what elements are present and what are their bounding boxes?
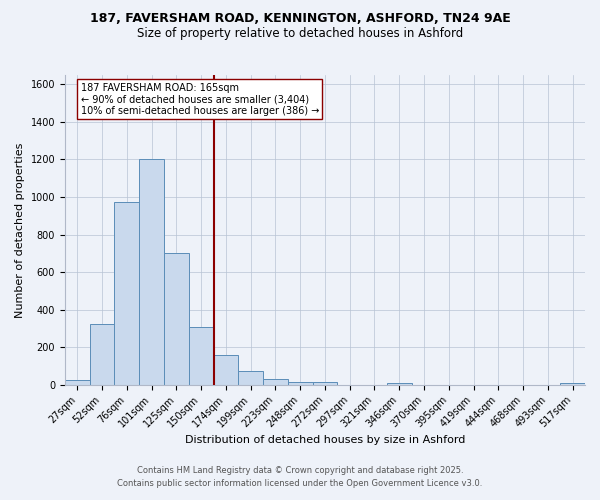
Text: 187 FAVERSHAM ROAD: 165sqm
← 90% of detached houses are smaller (3,404)
10% of s: 187 FAVERSHAM ROAD: 165sqm ← 90% of deta… (80, 82, 319, 116)
Bar (263, 379, 288, 384)
Bar (139, 158, 164, 384)
Text: Contains HM Land Registry data © Crown copyright and database right 2025.
Contai: Contains HM Land Registry data © Crown c… (118, 466, 482, 487)
Text: Size of property relative to detached houses in Ashford: Size of property relative to detached ho… (137, 28, 463, 40)
Bar (214, 354, 238, 384)
Bar (238, 370, 263, 384)
Bar (115, 202, 139, 384)
Bar (560, 383, 585, 384)
Bar (189, 326, 214, 384)
X-axis label: Distribution of detached houses by size in Ashford: Distribution of detached houses by size … (185, 435, 465, 445)
Bar (65, 380, 89, 384)
Bar (89, 324, 115, 384)
Y-axis label: Number of detached properties: Number of detached properties (15, 142, 25, 318)
Bar (164, 254, 189, 384)
Bar (288, 382, 313, 384)
Bar (313, 382, 337, 384)
Text: 187, FAVERSHAM ROAD, KENNINGTON, ASHFORD, TN24 9AE: 187, FAVERSHAM ROAD, KENNINGTON, ASHFORD… (89, 12, 511, 26)
Bar (387, 383, 412, 384)
